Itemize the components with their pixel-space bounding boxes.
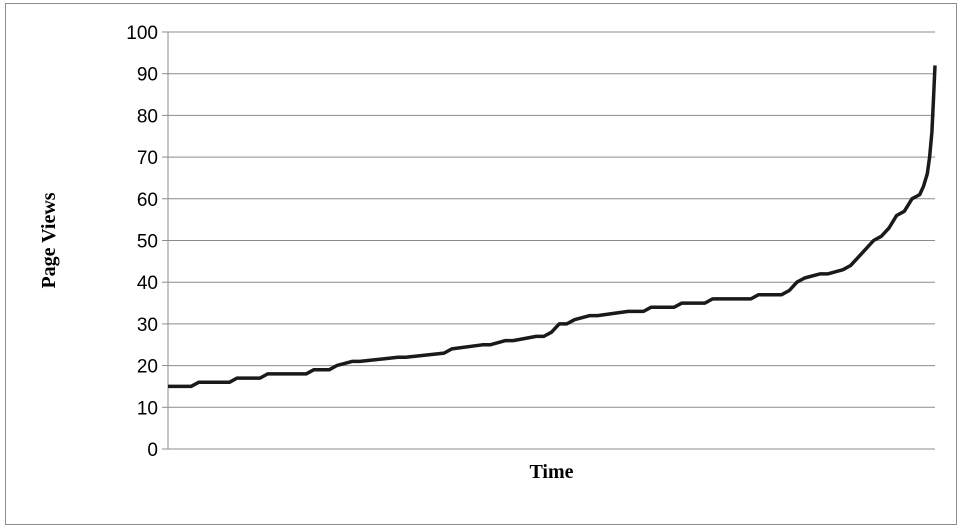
axes <box>167 32 935 450</box>
y-tick-label-40: 40 <box>137 273 158 294</box>
y-axis-title: Page Views <box>38 192 60 288</box>
y-tick-label-90: 90 <box>137 65 158 86</box>
y-tick-label-30: 30 <box>137 315 158 336</box>
series-line <box>168 65 937 389</box>
y-tick-label-70: 70 <box>137 148 158 169</box>
y-tick-labels: 0 10 20 30 40 50 60 70 80 90 100 <box>126 23 158 461</box>
series-layer <box>168 65 937 389</box>
x-axis-title: Time <box>529 461 573 483</box>
y-tick-label-10: 10 <box>137 398 158 419</box>
chart-frame <box>5 3 957 525</box>
y-tick-label-80: 80 <box>137 106 158 127</box>
y-tick-label-20: 20 <box>137 357 158 378</box>
gridlines <box>162 31 935 450</box>
y-tick-label-50: 50 <box>137 232 158 253</box>
y-tick-label-100: 100 <box>126 23 158 44</box>
y-tick-label-0: 0 <box>147 440 158 461</box>
y-tick-label-60: 60 <box>137 190 158 211</box>
